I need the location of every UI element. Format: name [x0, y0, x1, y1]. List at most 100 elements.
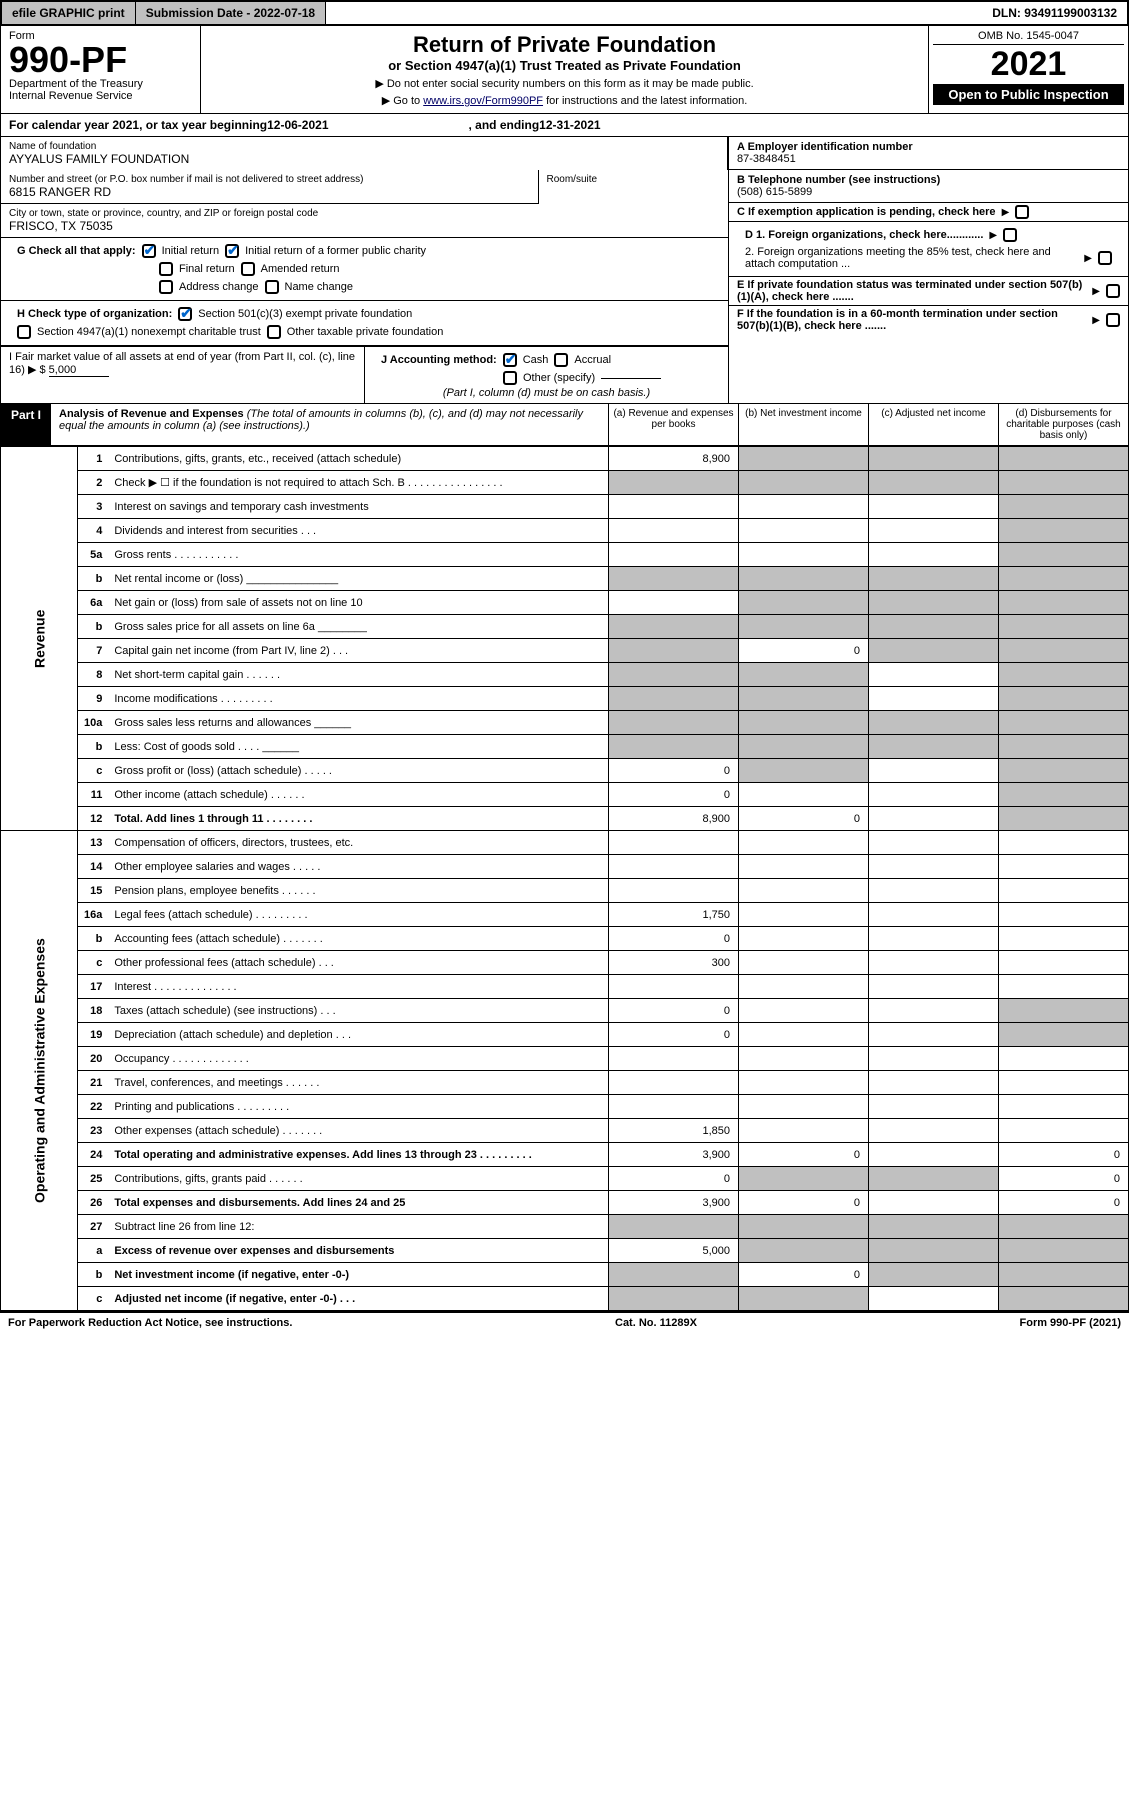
line-description: Adjusted net income (if negative, enter … [108, 1287, 608, 1311]
amount-cell [999, 831, 1129, 855]
line-description: Other professional fees (attach schedule… [108, 951, 608, 975]
amount-cell [869, 1263, 999, 1287]
c-checkbox[interactable] [1015, 205, 1029, 219]
h-label: H Check type of organization: [17, 308, 172, 320]
line-number: 1 [78, 447, 109, 471]
amount-cell [609, 1095, 739, 1119]
amount-cell: 0 [999, 1143, 1129, 1167]
amount-cell [609, 639, 739, 663]
line-description: Other employee salaries and wages . . . … [108, 855, 608, 879]
addr-label: Number and street (or P.O. box number if… [9, 174, 530, 185]
amount-cell [739, 471, 869, 495]
line-description: Occupancy . . . . . . . . . . . . . [108, 1047, 608, 1071]
other-taxable-checkbox[interactable] [267, 325, 281, 339]
amount-cell [609, 1071, 739, 1095]
amount-cell [869, 879, 999, 903]
amount-cell [869, 807, 999, 831]
amount-cell [739, 1167, 869, 1191]
amount-cell [999, 735, 1129, 759]
amount-cell [609, 879, 739, 903]
line-number: 3 [78, 495, 109, 519]
part1-label: Part I [1, 404, 51, 445]
amount-cell: 0 [739, 1263, 869, 1287]
page-footer: For Paperwork Reduction Act Notice, see … [0, 1311, 1129, 1333]
d1-checkbox[interactable] [1003, 228, 1017, 242]
line-number: 9 [78, 687, 109, 711]
name-change-checkbox[interactable] [265, 280, 279, 294]
line-number: 11 [78, 783, 109, 807]
amount-cell [999, 975, 1129, 999]
amount-cell [999, 1119, 1129, 1143]
amount-cell: 1,850 [609, 1119, 739, 1143]
amount-cell [739, 1215, 869, 1239]
amount-cell [869, 591, 999, 615]
amount-cell [609, 615, 739, 639]
4947-checkbox[interactable] [17, 325, 31, 339]
initial-public-checkbox[interactable] [225, 244, 239, 258]
amount-cell [999, 471, 1129, 495]
amount-cell [869, 1143, 999, 1167]
form-title-block: Return of Private Foundation or Section … [201, 26, 928, 113]
amount-cell [869, 519, 999, 543]
amount-cell [869, 975, 999, 999]
accrual-checkbox[interactable] [554, 353, 568, 367]
footer-form: Form 990-PF (2021) [1020, 1317, 1121, 1329]
amount-cell [999, 1095, 1129, 1119]
amount-cell [999, 1287, 1129, 1311]
amount-cell [869, 1287, 999, 1311]
line-number: a [78, 1239, 109, 1263]
line-description: Less: Cost of goods sold . . . . ______ [108, 735, 608, 759]
line-description: Excess of revenue over expenses and disb… [108, 1239, 608, 1263]
f-checkbox[interactable] [1106, 313, 1120, 327]
line-description: Compensation of officers, directors, tru… [108, 831, 608, 855]
amount-cell [739, 663, 869, 687]
final-return-checkbox[interactable] [159, 262, 173, 276]
other-method-checkbox[interactable] [503, 371, 517, 385]
amount-cell: 0 [609, 1023, 739, 1047]
amount-cell [869, 999, 999, 1023]
line-description: Net rental income or (loss) ____________… [108, 567, 608, 591]
line-number: 12 [78, 807, 109, 831]
amount-cell [869, 759, 999, 783]
cash-checkbox[interactable] [503, 353, 517, 367]
amount-cell [609, 1047, 739, 1071]
calendar-year-row: For calendar year 2021, or tax year begi… [0, 114, 1129, 137]
omb-number: OMB No. 1545-0047 [933, 30, 1124, 45]
amount-cell: 0 [739, 639, 869, 663]
header-right: OMB No. 1545-0047 2021 Open to Public In… [928, 26, 1128, 113]
amount-cell [739, 879, 869, 903]
line-number: 2 [78, 471, 109, 495]
501c3-checkbox[interactable] [178, 307, 192, 321]
amount-cell [739, 1071, 869, 1095]
amount-cell [999, 951, 1129, 975]
dept-label: Department of the Treasury [9, 78, 192, 90]
initial-return-checkbox[interactable] [142, 244, 156, 258]
irs-link[interactable]: www.irs.gov/Form990PF [423, 95, 543, 107]
amount-cell [609, 975, 739, 999]
amount-cell [869, 927, 999, 951]
amount-cell [999, 447, 1129, 471]
form-identity: Form 990-PF Department of the Treasury I… [1, 26, 201, 113]
line-number: 21 [78, 1071, 109, 1095]
amount-cell [999, 495, 1129, 519]
amount-cell [609, 711, 739, 735]
line-description: Contributions, gifts, grants paid . . . … [108, 1167, 608, 1191]
amount-cell [999, 615, 1129, 639]
e-checkbox[interactable] [1106, 284, 1120, 298]
line-number: b [78, 1263, 109, 1287]
address-change-checkbox[interactable] [159, 280, 173, 294]
amount-cell [739, 783, 869, 807]
amount-cell [739, 447, 869, 471]
amount-cell: 8,900 [609, 807, 739, 831]
amount-cell [739, 519, 869, 543]
amount-cell [869, 1239, 999, 1263]
d2-checkbox[interactable] [1098, 251, 1112, 265]
line-number: 6a [78, 591, 109, 615]
line-description: Gross sales price for all assets on line… [108, 615, 608, 639]
amended-checkbox[interactable] [241, 262, 255, 276]
phone: (508) 615-5899 [737, 186, 812, 198]
amount-cell [739, 903, 869, 927]
fmv-value: 5,000 [49, 364, 109, 377]
f-label: F If the foundation is in a 60-month ter… [737, 308, 1086, 332]
line-description: Accounting fees (attach schedule) . . . … [108, 927, 608, 951]
